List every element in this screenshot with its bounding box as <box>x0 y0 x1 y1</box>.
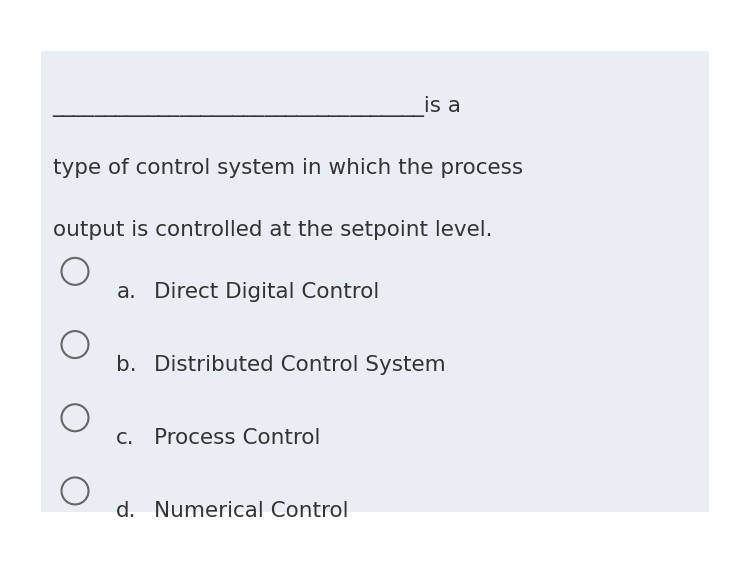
Text: a.: a. <box>116 282 136 302</box>
Text: b.: b. <box>116 355 136 375</box>
Text: ___________________________________is a: ___________________________________is a <box>53 96 461 117</box>
Text: Numerical Control: Numerical Control <box>154 501 348 521</box>
Text: d.: d. <box>116 501 136 521</box>
Text: Distributed Control System: Distributed Control System <box>154 355 446 375</box>
Text: c.: c. <box>116 428 135 448</box>
Text: Direct Digital Control: Direct Digital Control <box>154 282 379 302</box>
Text: output is controlled at the setpoint level.: output is controlled at the setpoint lev… <box>53 220 492 240</box>
Text: Process Control: Process Control <box>154 428 320 448</box>
Text: type of control system in which the process: type of control system in which the proc… <box>53 158 523 178</box>
FancyBboxPatch shape <box>41 51 709 512</box>
